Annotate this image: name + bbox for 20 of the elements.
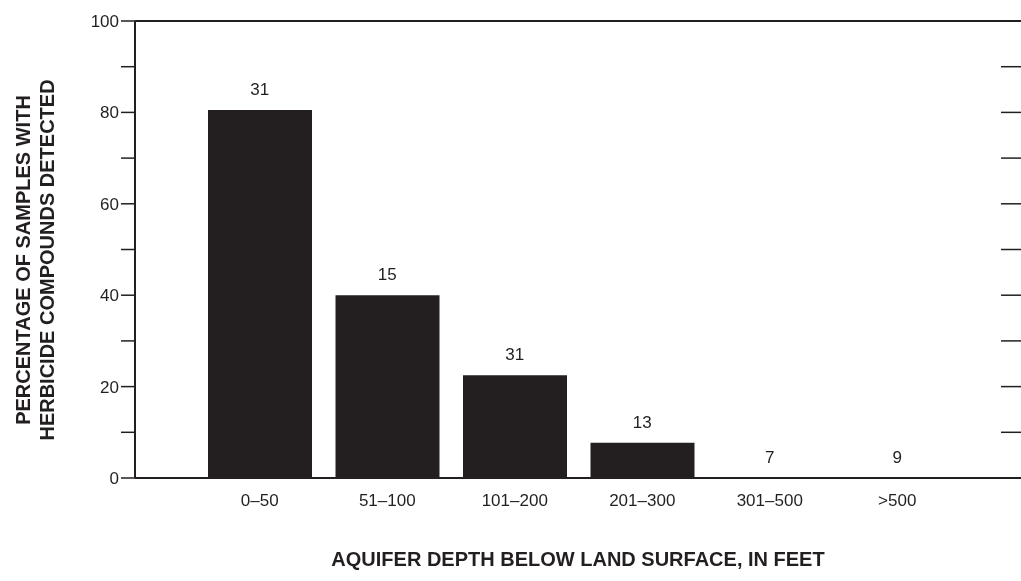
y-axis-title: PERCENTAGE OF SAMPLES WITH HERBICIDE COMPOUNDS DETECTED [12, 79, 58, 441]
x-tick-label: 0–50 [240, 491, 279, 511]
x-tick-label: 201–300 [609, 491, 676, 511]
x-tick-label: 101–200 [481, 491, 548, 511]
y-tick-label: 80 [100, 103, 119, 123]
annotation: 9 [892, 448, 902, 467]
annotation: 31 [250, 80, 270, 100]
y-tick-label: 20 [100, 377, 119, 397]
x-tick-label: 51–100 [358, 491, 416, 511]
y-tick-label: 0 [109, 469, 119, 489]
y-tick-label: 60 [100, 194, 119, 214]
annotation: 15 [377, 265, 397, 285]
annotation: 31 [505, 345, 525, 365]
x-tick-label: >500 [878, 491, 917, 511]
annotation: 13 [632, 412, 652, 432]
x-tick-label: 301–500 [736, 491, 803, 511]
y-tick-label: 40 [100, 286, 119, 306]
y-tick-label: 100 [90, 12, 119, 32]
annotation: 7 [765, 448, 775, 467]
x-axis-title: AQUIFER DEPTH BELOW LAND SURFACE, IN FEET [331, 548, 825, 570]
